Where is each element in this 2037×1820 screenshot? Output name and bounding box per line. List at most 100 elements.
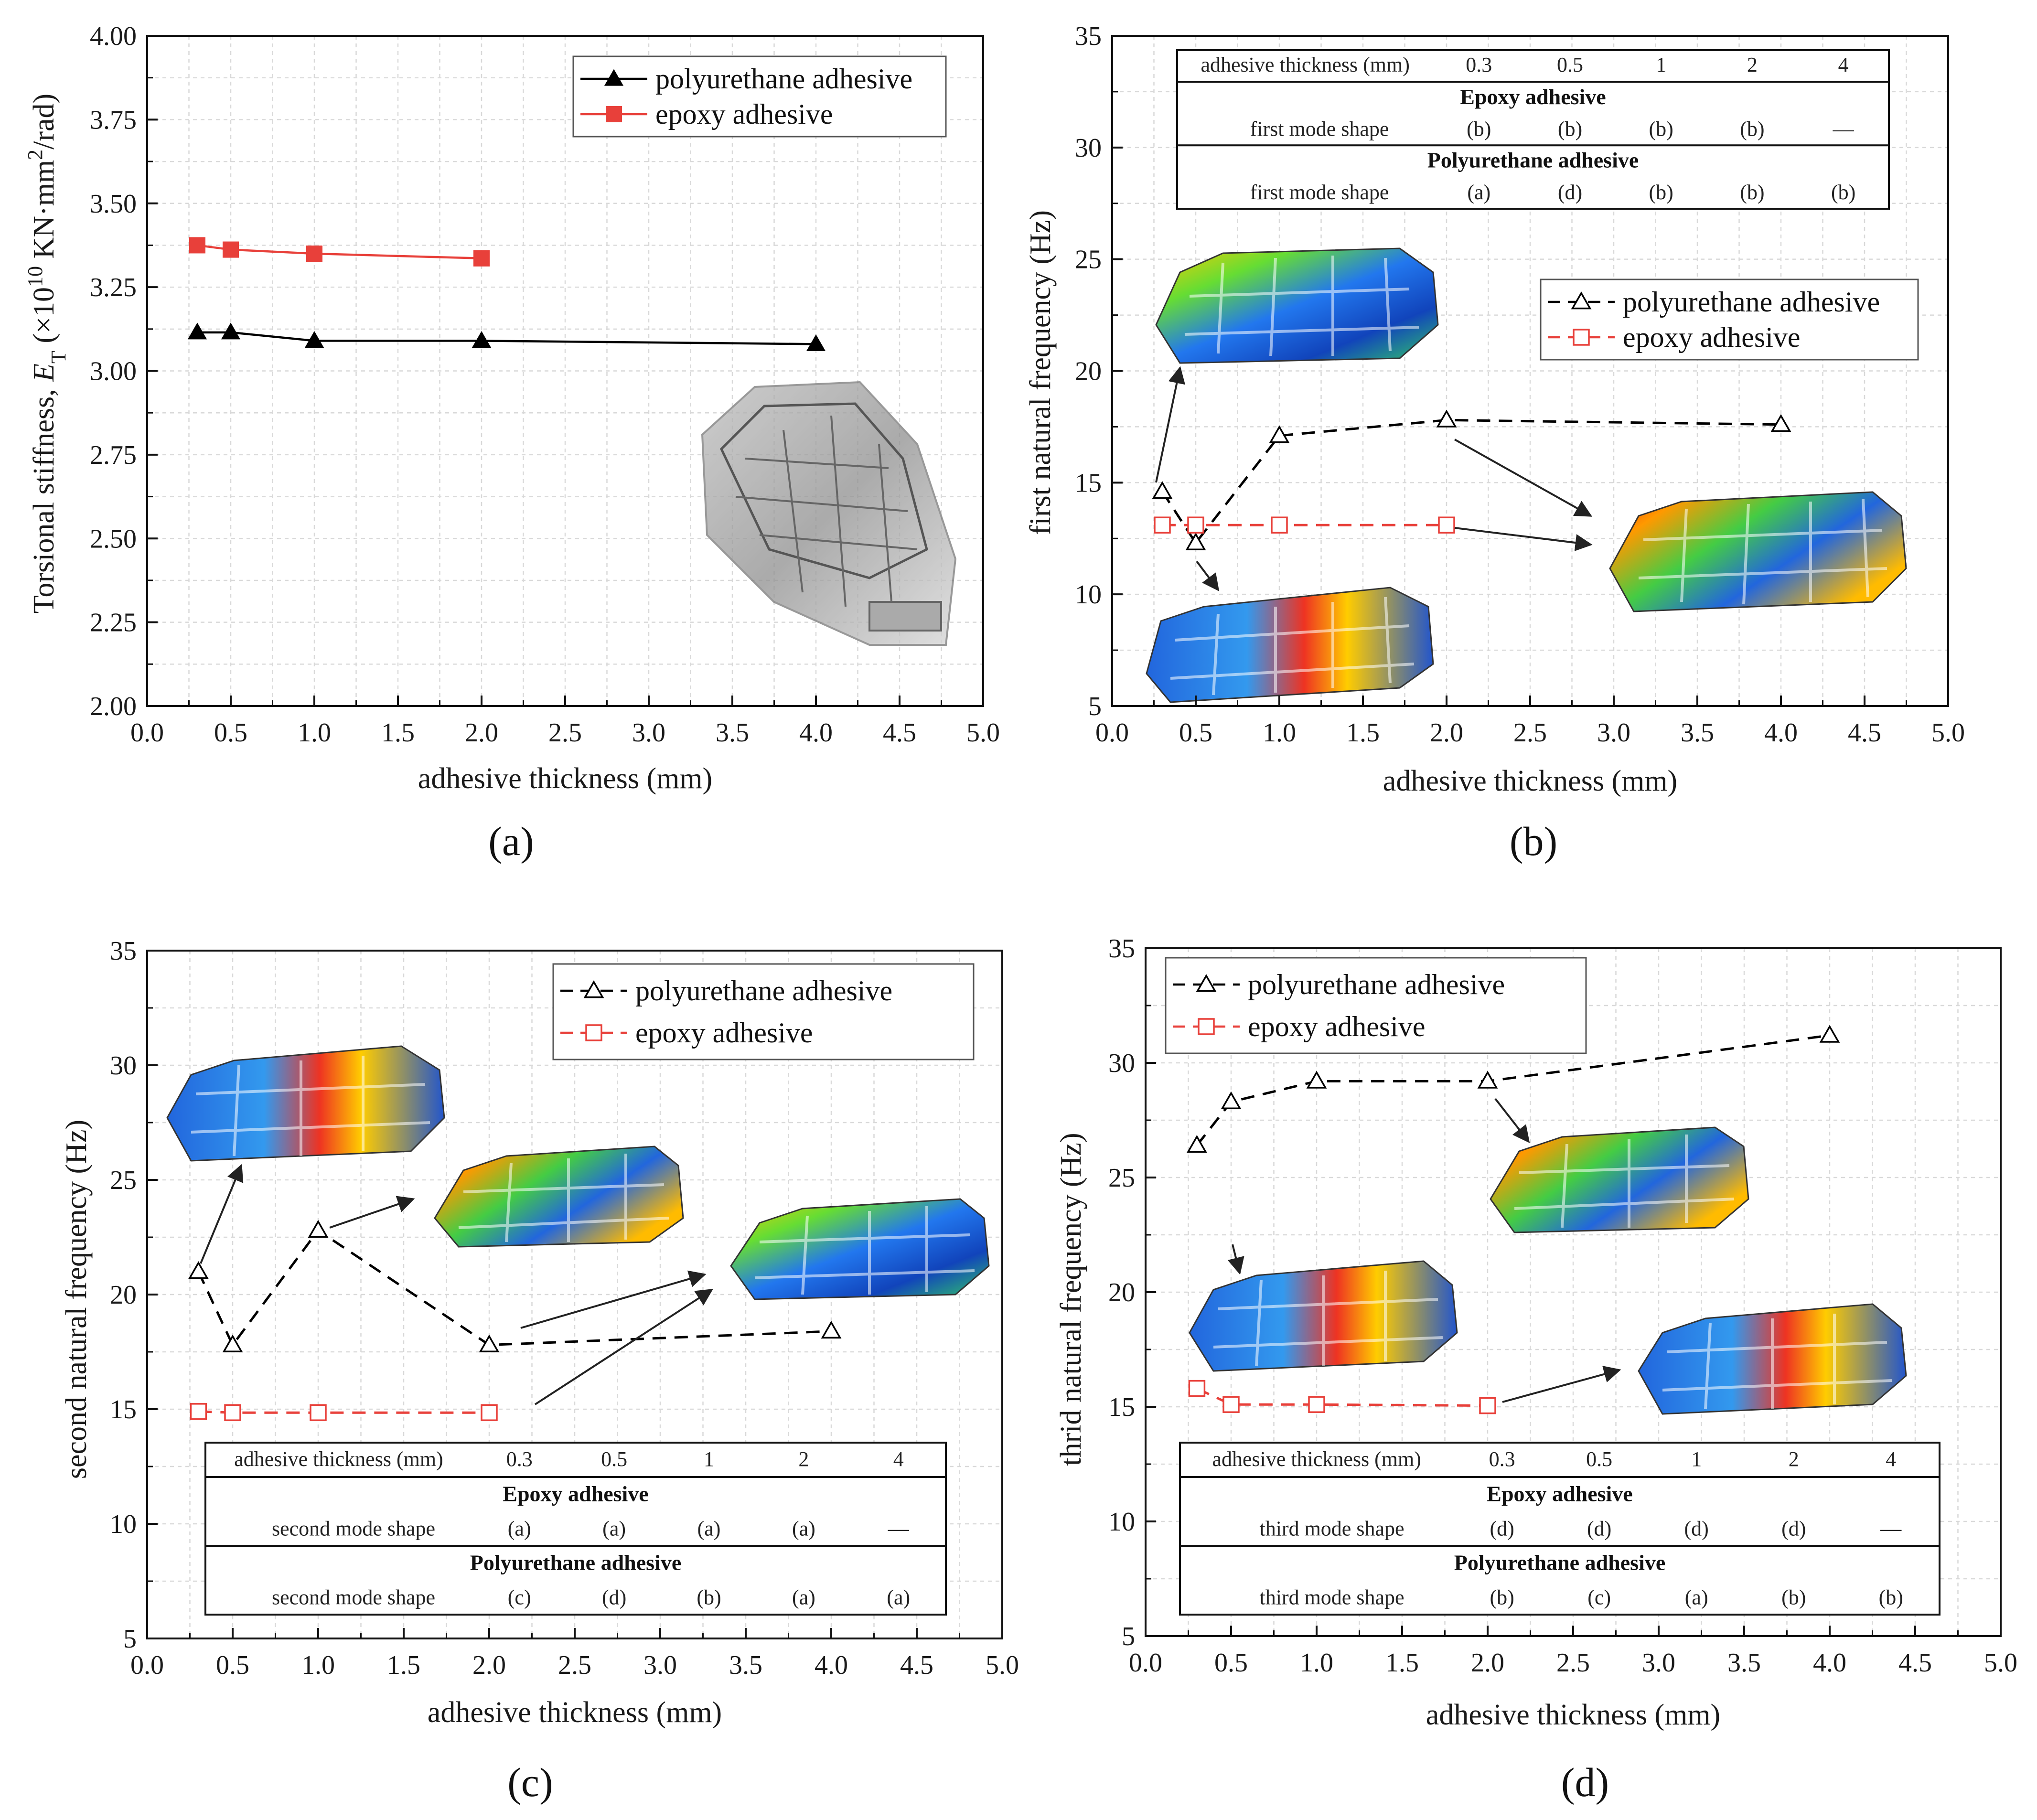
data-point-polyurethane (308, 1220, 329, 1238)
table-cell: — (1880, 1517, 1902, 1540)
x-axis-title: adhesive thickness (mm) (1426, 1699, 1720, 1731)
mode-shape-image-d3 (1638, 1303, 1907, 1415)
arrow-c-3 (520, 1270, 707, 1329)
data-point-polyurethane (1186, 1135, 1207, 1153)
data-point-polyurethane (1436, 409, 1457, 428)
x-tick-label: 2.5 (558, 1650, 591, 1680)
x-tick-label: 0.5 (1179, 718, 1212, 748)
x-tick-label: 4.0 (1813, 1648, 1846, 1678)
data-point-polyurethane (222, 1334, 243, 1352)
legend-marker (1571, 291, 1592, 310)
y-axis-title-exp1: 10 (23, 266, 47, 287)
data-point-polyurethane (1269, 425, 1290, 443)
legend-label: polyurethane adhesive (1623, 286, 1880, 318)
x-tick-label: 2.0 (465, 718, 498, 748)
table-cell: (a) (697, 1517, 721, 1540)
x-tick-label: 3.0 (643, 1650, 677, 1680)
x-tick-label: 1.0 (1263, 718, 1296, 748)
data-point-polyurethane (304, 331, 324, 348)
data-point-epoxy (224, 1404, 241, 1421)
data-point-epoxy (1187, 516, 1204, 534)
table-header-cell: 4 (1838, 53, 1849, 76)
table-cell: (a) (508, 1517, 531, 1540)
data-point-epoxy (1154, 516, 1171, 534)
mode-shape-image-c1 (166, 1045, 445, 1162)
arrow-b-3 (1454, 439, 1593, 517)
y-axis-title-unit3: /rad) (28, 94, 60, 150)
table-cell: (b) (1740, 181, 1764, 204)
panel-label: (a) (488, 818, 534, 864)
table-cell: (c) (508, 1585, 531, 1609)
y-tick-label: 3.25 (90, 273, 137, 302)
y-tick-label: 3.75 (90, 105, 137, 135)
y-axis-title-unit2: KN·mm (28, 160, 60, 266)
y-tick-label: 25 (110, 1166, 137, 1195)
table-header-cell: 0.3 (1466, 53, 1492, 76)
table-header-cell: 2 (1747, 53, 1758, 76)
table-cell: (b) (1558, 117, 1582, 140)
mode-table-d: adhesive thickness (mm) 0.3 0.5 1 2 4 Epoxy ad… (1179, 1442, 1941, 1616)
y-axis-title-text: Torsional stiffness, (28, 382, 60, 613)
y-tick-label: 5 (123, 1624, 137, 1654)
x-tick-label: 1.5 (387, 1650, 420, 1680)
y-tick-label: 25 (1108, 1163, 1135, 1193)
x-tick-label: 2.0 (1471, 1648, 1504, 1678)
series-markers (188, 1220, 842, 1421)
legend-label: polyurethane adhesive (1248, 969, 1505, 1000)
legend-marker (585, 1024, 602, 1041)
mode-shape-image-b1 (1155, 247, 1439, 364)
x-tick-label: 2.0 (1430, 718, 1463, 748)
x-tick-label: 5.0 (966, 718, 1000, 748)
axes: 0.0 0.5 1.0 1.5 2.0 2.5 3.0 3.5 4.0 4.5 5.05101520… (110, 936, 1019, 1680)
table-header-label: adhesive thickness (mm) (1201, 53, 1409, 76)
y-tick-label: 30 (110, 1051, 137, 1081)
table-cell: (b) (1649, 181, 1673, 204)
y-tick-label: 10 (1075, 580, 1102, 610)
mode-shape-image-b2 (1146, 587, 1434, 703)
series-line-epoxy (1196, 1387, 1488, 1407)
y-tick-label: 30 (1108, 1049, 1135, 1078)
table-header-cell: 4 (1886, 1447, 1896, 1471)
x-tick-label: 4.5 (900, 1650, 933, 1680)
y-tick-label: 2.75 (90, 440, 137, 470)
table-cell: (b) (1467, 117, 1491, 140)
table-header-cell: 0.3 (506, 1447, 533, 1471)
table-cell: (d) (1684, 1517, 1709, 1540)
table-group-title: Epoxy adhesive (1460, 85, 1606, 109)
table-group-title: Epoxy adhesive (503, 1481, 648, 1506)
x-tick-label: 1.5 (1346, 718, 1380, 748)
data-point-polyurethane (1185, 532, 1206, 550)
y-tick-label: 20 (1075, 357, 1102, 386)
arrow-c-4 (534, 1289, 714, 1405)
table-cell: (d) (1587, 1517, 1611, 1540)
table-cell: (b) (697, 1585, 721, 1609)
data-point-polyurethane (1819, 1025, 1840, 1043)
table-row-label: second mode shape (272, 1585, 435, 1609)
arrow-d-2 (1227, 1244, 1244, 1275)
panel-d-third-natural-frequency: 0.0 0.5 1.0 1.5 2.0 2.5 3.0 3.5 4.0 4.5 5.05101520… (1055, 934, 2017, 1805)
table-cell: (b) (1740, 117, 1764, 140)
mode-shape-image-b3 (1609, 491, 1907, 612)
x-tick-label: 3.5 (1727, 1648, 1761, 1678)
data-point-polyurethane (1477, 1071, 1498, 1089)
y-tick-label: 2.25 (90, 608, 137, 638)
y-tick-label: 4.00 (90, 21, 137, 51)
table-header-cell: 1 (1656, 53, 1666, 76)
table-header-cell: 0.3 (1489, 1447, 1515, 1471)
x-tick-label: 1.5 (381, 718, 415, 748)
data-point-polyurethane (1770, 414, 1791, 432)
arrow-d-3 (1502, 1366, 1621, 1403)
data-point-epoxy (473, 250, 490, 267)
series-lines (1161, 418, 1781, 545)
x-tick-label: 4.0 (815, 1650, 848, 1680)
panel-a-torsional-stiffness: 0.0 0.5 1.0 1.5 2.0 2.5 3.0 3.5 4.0 4.5 5.0 2.00 2.2… (23, 21, 1000, 864)
arrow-b-4 (1454, 527, 1593, 551)
panel-label: (d) (1561, 1759, 1609, 1805)
vehicle-frame-gray-image (701, 381, 957, 646)
panel-c-second-natural-frequency: 0.0 0.5 1.0 1.5 2.0 2.5 3.0 3.5 4.0 4.5 5.05101520… (60, 936, 1019, 1805)
table-group-title: Polyurethane adhesive (1427, 148, 1639, 172)
